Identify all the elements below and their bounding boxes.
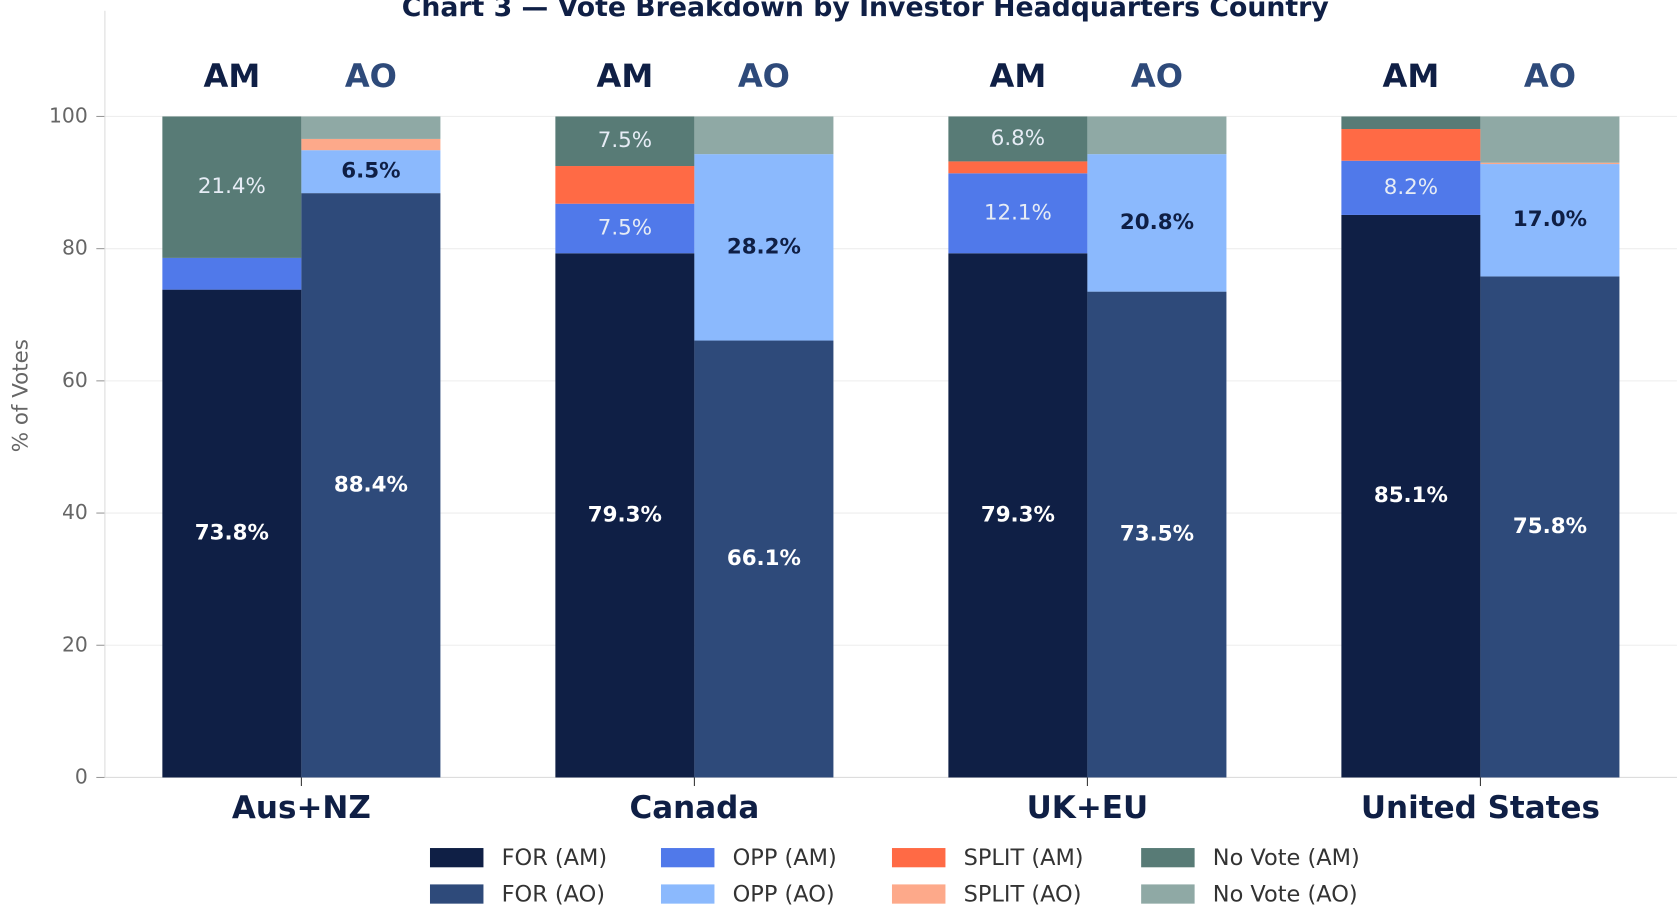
bar-segment (694, 154, 834, 341)
chart-title: Chart 3 — Vote Breakdown by Investor Hea… (402, 0, 1329, 23)
value-label: 8.2% (1384, 175, 1438, 200)
legend-label: OPP (AM) (733, 845, 837, 871)
bar-segment (948, 253, 1088, 778)
legend-swatch (1141, 848, 1195, 868)
group-label: AM (990, 57, 1047, 95)
value-label: 12.1% (984, 200, 1052, 225)
legend-swatch (891, 884, 946, 904)
legend-swatch (1141, 884, 1195, 904)
bar-segment (162, 257, 302, 290)
group-label: AO (1524, 57, 1576, 95)
legend-label: SPLIT (AO) (964, 882, 1082, 908)
legend-label: No Vote (AO) (1213, 882, 1358, 908)
value-label: 88.4% (334, 472, 408, 497)
bar-segment (694, 116, 834, 155)
legend-swatch (429, 848, 484, 868)
value-label: 17.0% (1513, 207, 1587, 232)
legend-swatch (660, 848, 715, 868)
bar-segment (301, 138, 441, 151)
bar-segment (1480, 116, 1620, 163)
group-label: AO (345, 57, 397, 95)
x-tick-label: United States (1361, 790, 1600, 826)
group-label: AO (1131, 57, 1183, 95)
bar-segment (948, 161, 1088, 174)
y-tick-label: 40 (62, 500, 88, 524)
bar-segment (555, 203, 695, 254)
legend-swatch (429, 884, 484, 904)
value-label: 73.8% (195, 521, 269, 546)
value-label: 85.1% (1374, 483, 1448, 508)
y-tick-label: 100 (49, 103, 88, 127)
bar-segment (948, 116, 1088, 162)
x-tick-label: Canada (630, 790, 760, 826)
y-tick-label: 80 (62, 236, 88, 260)
bar-segment (1087, 116, 1227, 155)
bar-segment (162, 116, 302, 258)
group-label: AO (738, 57, 790, 95)
bar-segment (1341, 129, 1481, 161)
bar-segment (1341, 214, 1481, 778)
legend-swatch (891, 848, 946, 868)
legend-label: FOR (AM) (502, 845, 608, 871)
y-axis-label: % of Votes (8, 339, 33, 452)
value-label: 6.5% (341, 159, 400, 184)
bar-segment (948, 173, 1088, 254)
legend-label: OPP (AO) (733, 882, 835, 908)
bar-segment (301, 193, 441, 778)
value-label: 21.4% (198, 174, 266, 199)
bar-segment (555, 253, 695, 778)
bar-segment (301, 150, 441, 194)
bar-segment (1480, 276, 1620, 778)
bar-segment (1087, 291, 1227, 778)
y-tick-label: 60 (62, 368, 88, 392)
legend-swatch (660, 884, 715, 904)
y-tick-label: 20 (62, 632, 88, 656)
bar-segment (1480, 164, 1620, 277)
value-label: 79.3% (588, 502, 662, 527)
group-label: AM (204, 57, 261, 95)
value-label: 7.5% (598, 128, 652, 153)
legend-label: No Vote (AM) (1213, 845, 1360, 871)
legend-label: FOR (AO) (502, 882, 605, 908)
x-tick-label: Aus+NZ (232, 790, 371, 826)
value-label: 20.8% (1120, 210, 1194, 235)
value-label: 7.5% (598, 215, 652, 240)
bar-segment (694, 340, 834, 778)
bar-segment (1341, 160, 1481, 215)
value-label: 79.3% (981, 502, 1055, 527)
bar-segment (555, 116, 695, 167)
value-label: 73.5% (1120, 522, 1194, 547)
value-label: 66.1% (727, 546, 801, 571)
group-label: AM (1383, 57, 1440, 95)
group-label: AM (597, 57, 654, 95)
bar-segment (1087, 154, 1227, 292)
value-label: 75.8% (1513, 514, 1587, 539)
bar-segment (1341, 116, 1481, 130)
bar-segment (162, 289, 302, 778)
bar-segment (301, 116, 441, 139)
legend-label: SPLIT (AM) (964, 845, 1084, 871)
y-tick-label: 0 (75, 764, 88, 788)
value-label: 28.2% (727, 234, 801, 259)
value-label: 6.8% (991, 126, 1045, 151)
x-tick-label: UK+EU (1027, 790, 1149, 826)
bar-segment (1480, 162, 1620, 165)
bar-segment (555, 166, 695, 204)
